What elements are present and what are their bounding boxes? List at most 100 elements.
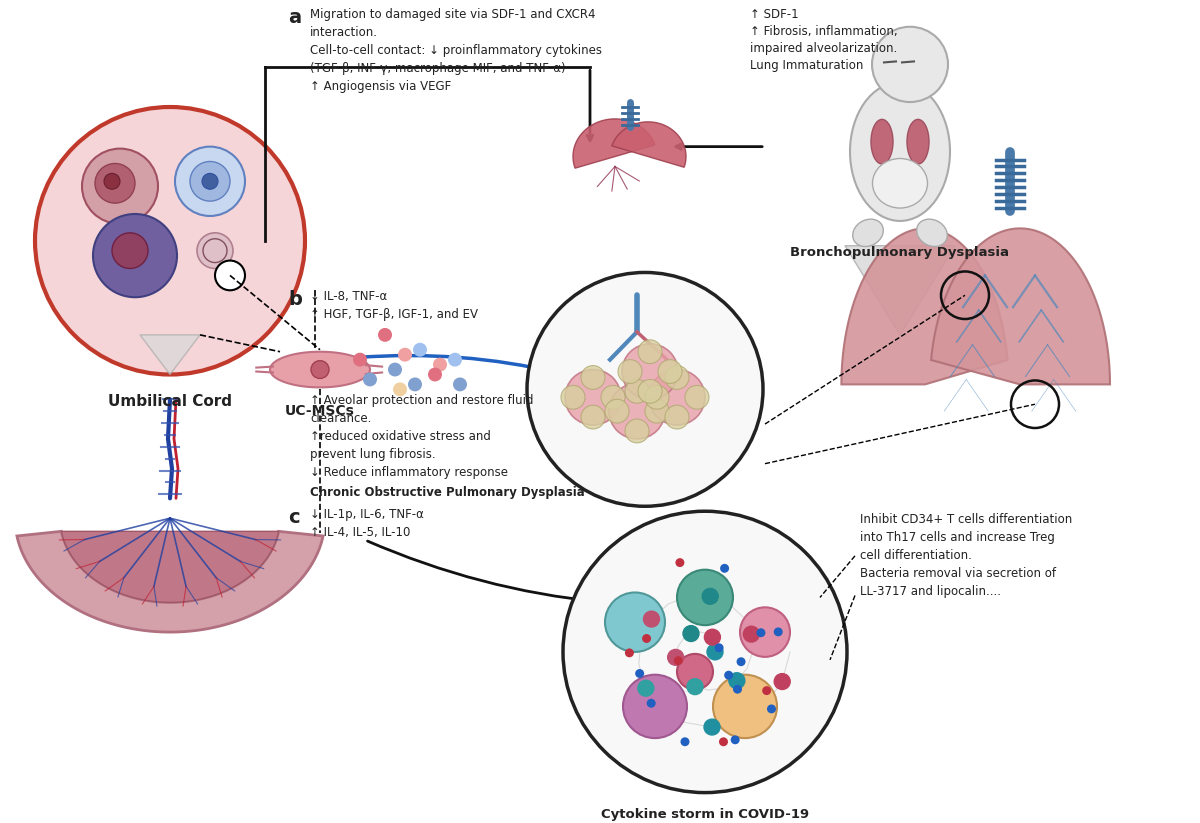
Circle shape <box>702 588 718 604</box>
Circle shape <box>394 383 407 397</box>
Circle shape <box>714 644 724 653</box>
Circle shape <box>527 272 763 506</box>
Text: UC-MSCs: UC-MSCs <box>286 404 355 418</box>
Circle shape <box>610 384 665 439</box>
Circle shape <box>433 358 448 371</box>
Circle shape <box>408 378 422 392</box>
Circle shape <box>719 737 728 746</box>
Polygon shape <box>17 532 323 632</box>
Circle shape <box>677 570 733 625</box>
Text: Migration to damaged site via SDF-1 and CXCR4
interaction.
Cell-to-cell contact:: Migration to damaged site via SDF-1 and … <box>310 8 602 93</box>
Circle shape <box>646 385 670 409</box>
Ellipse shape <box>850 82 950 221</box>
Circle shape <box>215 261 245 291</box>
Circle shape <box>774 627 782 636</box>
Circle shape <box>872 27 948 102</box>
Circle shape <box>638 340 662 364</box>
Circle shape <box>353 353 367 366</box>
Circle shape <box>728 672 745 689</box>
Circle shape <box>733 685 742 694</box>
Circle shape <box>646 399 670 423</box>
Circle shape <box>688 679 703 695</box>
Circle shape <box>622 344 678 399</box>
Circle shape <box>311 360 329 379</box>
Text: ↓ IL-8, TNF-α
↑ HGF, TGF-β, IGF-1, and EV: ↓ IL-8, TNF-α ↑ HGF, TGF-β, IGF-1, and E… <box>310 291 478 321</box>
Circle shape <box>82 149 158 224</box>
Circle shape <box>563 511 847 793</box>
Circle shape <box>197 233 233 268</box>
Text: Bronchopulmonary Dysplasia: Bronchopulmonary Dysplasia <box>791 246 1009 258</box>
Circle shape <box>388 363 402 376</box>
Polygon shape <box>845 246 955 335</box>
Circle shape <box>704 719 720 735</box>
Circle shape <box>676 558 684 567</box>
Circle shape <box>95 164 134 203</box>
Circle shape <box>667 649 684 665</box>
Circle shape <box>658 360 682 384</box>
Text: ↓ IL-1p, IL-6, TNF-α
↑ IL-4, IL-5, IL-10: ↓ IL-1p, IL-6, TNF-α ↑ IL-4, IL-5, IL-10 <box>310 509 424 539</box>
Circle shape <box>454 378 467 392</box>
Circle shape <box>774 673 791 690</box>
Circle shape <box>202 174 218 189</box>
Circle shape <box>724 671 733 680</box>
Circle shape <box>364 373 377 386</box>
Text: ↑ Aveolar protection and restore fluid
clearance.
↑reduced oxidative stress and
: ↑ Aveolar protection and restore fluid c… <box>310 394 534 479</box>
Text: c: c <box>288 509 300 528</box>
Circle shape <box>707 644 722 660</box>
Circle shape <box>398 348 412 361</box>
Circle shape <box>638 379 662 403</box>
Circle shape <box>601 385 625 409</box>
Circle shape <box>625 379 649 403</box>
Circle shape <box>677 654 713 690</box>
Circle shape <box>685 385 709 409</box>
Circle shape <box>642 634 652 643</box>
Circle shape <box>737 658 745 666</box>
Circle shape <box>190 161 230 201</box>
Circle shape <box>740 607 790 657</box>
Circle shape <box>625 419 649 443</box>
Circle shape <box>378 328 392 342</box>
Circle shape <box>683 625 698 641</box>
Text: Chronic Obstructive Pulmonary Dysplasia: Chronic Obstructive Pulmonary Dysplasia <box>310 486 584 500</box>
Ellipse shape <box>871 119 893 164</box>
Circle shape <box>720 564 730 573</box>
Circle shape <box>581 405 605 429</box>
Text: a: a <box>288 8 301 27</box>
Circle shape <box>643 611 660 627</box>
Circle shape <box>562 385 586 409</box>
Circle shape <box>762 686 772 695</box>
Circle shape <box>605 399 629 423</box>
Circle shape <box>448 353 462 366</box>
Polygon shape <box>612 122 686 167</box>
Circle shape <box>625 649 634 658</box>
Polygon shape <box>140 335 200 374</box>
Circle shape <box>413 343 427 356</box>
Ellipse shape <box>917 219 947 247</box>
Circle shape <box>112 233 148 268</box>
Circle shape <box>638 681 654 696</box>
Text: Cytokine storm in COVID-19: Cytokine storm in COVID-19 <box>601 808 809 821</box>
Ellipse shape <box>853 219 883 247</box>
Ellipse shape <box>872 159 928 208</box>
Text: Inhibit CD34+ T cells differentiation
into Th17 cells and increase Treg
cell dif: Inhibit CD34+ T cells differentiation in… <box>860 514 1073 598</box>
Circle shape <box>647 699 655 708</box>
Circle shape <box>104 174 120 189</box>
Circle shape <box>743 626 760 642</box>
Circle shape <box>680 737 690 746</box>
Polygon shape <box>574 119 655 168</box>
Circle shape <box>428 368 442 381</box>
Circle shape <box>673 656 683 665</box>
Circle shape <box>665 365 689 389</box>
Circle shape <box>605 593 665 652</box>
Circle shape <box>618 360 642 384</box>
Text: Umbilical Cord: Umbilical Cord <box>108 394 232 409</box>
Text: b: b <box>288 291 302 309</box>
Circle shape <box>35 107 305 374</box>
Circle shape <box>665 405 689 429</box>
Polygon shape <box>931 229 1110 384</box>
Circle shape <box>713 675 778 738</box>
Circle shape <box>731 736 739 744</box>
Polygon shape <box>841 229 1008 384</box>
Circle shape <box>649 370 706 425</box>
Circle shape <box>635 669 644 678</box>
